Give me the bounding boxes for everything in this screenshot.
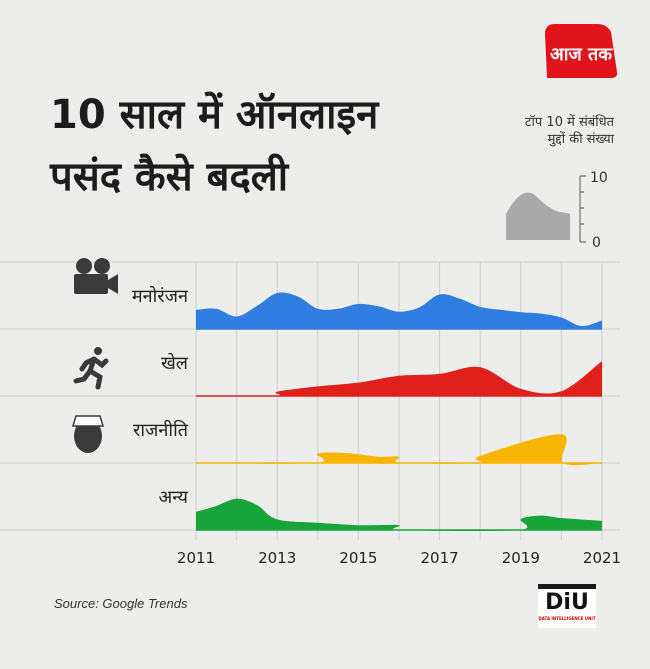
page-title: 10 साल में ऑनलाइन पसंद कैसे बदली — [50, 84, 378, 208]
x-tick-label: 2019 — [502, 549, 540, 567]
runner-limbs — [73, 356, 109, 390]
film-camera-icon — [74, 258, 118, 294]
legend-caption-line-2: मुद्दों की संख्या — [547, 132, 614, 147]
diu-logo: DiU DATA INTELLIGENCE UNIT — [538, 584, 596, 628]
series-label-2: खेल — [161, 352, 189, 374]
series-label-4: अन्य — [158, 487, 188, 508]
camera-body — [74, 274, 108, 294]
politician-icon — [71, 415, 105, 453]
series-area-1 — [196, 292, 602, 329]
x-tick-label: 2021 — [583, 549, 621, 567]
politician-cap — [71, 415, 105, 427]
legend-caption: टॉप 10 में संबंधित मुद्दों की संख्या — [525, 114, 614, 148]
aajtak-logo: आज तक — [545, 24, 618, 78]
series-area-2 — [196, 361, 602, 397]
legend-min-label: 0 — [592, 235, 601, 251]
title-line-1: 10 साल में ऑनलाइन — [50, 92, 379, 138]
series-area-3 — [196, 434, 602, 466]
title-line-2: पसंद कैसे बदली — [50, 154, 289, 200]
series-label-1: मनोरंजन — [132, 285, 189, 307]
source-note: Source: Google Trends — [54, 596, 188, 611]
camera-lens — [108, 274, 118, 294]
x-tick-label: 2011 — [177, 549, 215, 567]
runner-head — [94, 347, 102, 355]
diu-logo-text: DiU — [545, 590, 589, 615]
legend-sample-area — [506, 192, 570, 240]
politician-head — [74, 419, 102, 453]
legend-caption-line-1: टॉप 10 में संबंधित — [525, 115, 614, 130]
x-tick-label: 2017 — [421, 549, 459, 567]
series-area-4 — [196, 498, 602, 532]
aajtak-logo-shape — [545, 24, 618, 78]
series-label-3: राजनीति — [133, 419, 189, 441]
legend-scale: 10 0 — [506, 170, 608, 251]
running-person-icon — [73, 347, 109, 390]
diu-logo-subtext: DATA INTELLIGENCE UNIT — [538, 616, 596, 621]
camera-reel — [76, 258, 92, 274]
camera-reel — [94, 258, 110, 274]
aajtak-logo-text: आज तक — [550, 44, 613, 65]
x-tick-label: 2015 — [339, 549, 377, 567]
x-tick-label: 2013 — [258, 549, 296, 567]
legend-max-label: 10 — [590, 170, 608, 186]
